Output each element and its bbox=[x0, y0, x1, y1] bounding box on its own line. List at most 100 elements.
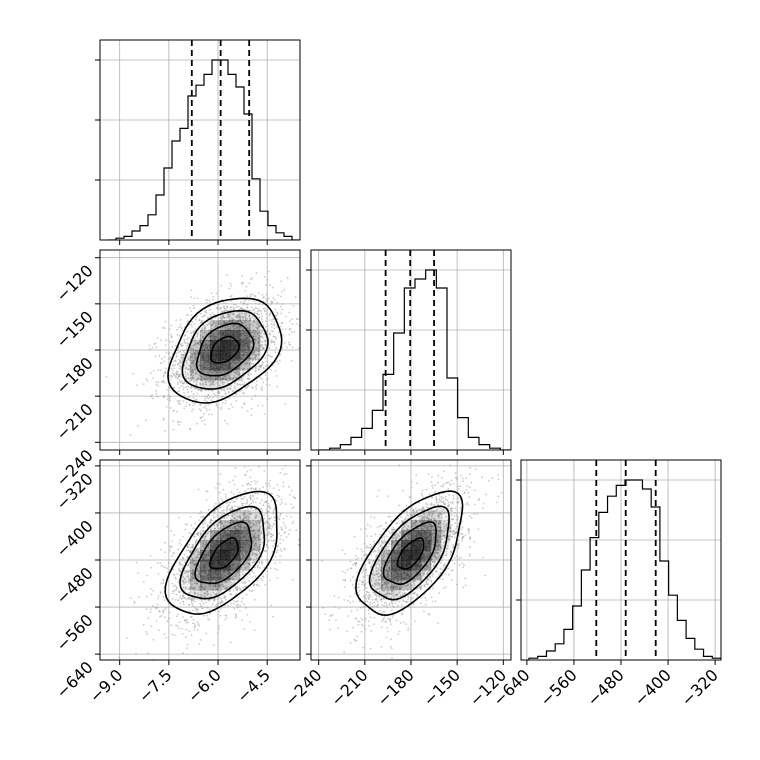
density-cell bbox=[190, 360, 201, 371]
density-cell bbox=[180, 580, 191, 591]
density-cell bbox=[411, 560, 422, 571]
x-tick-label: −6.0 bbox=[184, 665, 225, 706]
panel-frame bbox=[99, 459, 301, 661]
density-cell bbox=[200, 530, 211, 541]
density-cell bbox=[411, 580, 422, 591]
density-cell bbox=[401, 580, 412, 591]
density-cell bbox=[250, 330, 261, 341]
density-cell bbox=[421, 520, 432, 531]
contour-line bbox=[181, 309, 269, 390]
density-cell bbox=[210, 570, 221, 581]
density-cell bbox=[230, 530, 241, 541]
density-cell bbox=[200, 590, 211, 601]
y-tick-label: −560 bbox=[52, 610, 97, 655]
density-cell bbox=[240, 540, 251, 551]
density-cell bbox=[220, 520, 231, 531]
density-cell bbox=[190, 590, 201, 601]
density-cell bbox=[190, 330, 201, 341]
density-cell bbox=[220, 550, 231, 561]
density-cell bbox=[220, 330, 231, 341]
density-cell bbox=[180, 570, 191, 581]
density-cell bbox=[190, 550, 201, 561]
density-cell bbox=[190, 380, 201, 391]
density-cell bbox=[210, 580, 221, 591]
density-cell bbox=[401, 520, 412, 531]
density-cell bbox=[200, 380, 211, 391]
density-layer bbox=[118, 460, 300, 660]
density-cell bbox=[421, 560, 432, 571]
density-cell bbox=[391, 590, 402, 601]
density-cell bbox=[441, 530, 452, 541]
density-panel-2: −240 −210 −180 −150 −120 bbox=[281, 459, 512, 710]
density-cell bbox=[391, 560, 402, 571]
density-cell bbox=[250, 340, 261, 351]
histogram-step bbox=[108, 59, 300, 240]
density-cell bbox=[240, 560, 251, 571]
density-cell bbox=[230, 330, 241, 341]
density-cell bbox=[401, 540, 412, 551]
contour-line bbox=[194, 521, 253, 585]
density-cell bbox=[441, 510, 452, 521]
density-cell bbox=[220, 360, 231, 371]
density-cell bbox=[220, 560, 231, 571]
x-tick-label: −480 bbox=[583, 665, 628, 710]
density-cell bbox=[210, 540, 221, 551]
contour-line bbox=[355, 490, 464, 617]
density-cell bbox=[421, 550, 432, 561]
density-cell bbox=[220, 310, 231, 321]
density-cell bbox=[250, 350, 261, 361]
density-cell bbox=[421, 530, 432, 541]
density-cell bbox=[240, 330, 251, 341]
density-cell bbox=[210, 380, 221, 391]
contour-line bbox=[368, 505, 450, 601]
density-cell bbox=[190, 350, 201, 361]
density-panel-0: −240−210−180−150−120 bbox=[52, 249, 301, 490]
density-cell bbox=[210, 360, 221, 371]
contour-line bbox=[195, 322, 255, 377]
contour-line bbox=[164, 490, 278, 615]
density-cell bbox=[200, 570, 211, 581]
density-cell bbox=[250, 540, 261, 551]
density-cell bbox=[401, 570, 412, 581]
y-tick-label: −210 bbox=[52, 400, 97, 445]
contour-line bbox=[209, 335, 240, 364]
density-cell bbox=[200, 340, 211, 351]
density-cell bbox=[180, 350, 191, 361]
density-cell bbox=[421, 540, 432, 551]
x-tick-label: −560 bbox=[536, 665, 581, 710]
contour-line bbox=[179, 505, 266, 600]
density-cell bbox=[411, 550, 422, 561]
density-cell bbox=[230, 520, 241, 531]
y-tick-label: −120 bbox=[52, 261, 97, 306]
x-tick-label: −400 bbox=[630, 665, 675, 710]
density-cell bbox=[240, 310, 251, 321]
histogram-step bbox=[319, 269, 511, 450]
density-cell bbox=[250, 520, 261, 531]
density-cell bbox=[421, 570, 432, 581]
density-cell bbox=[431, 520, 442, 531]
density-cell bbox=[441, 520, 452, 531]
density-cell bbox=[210, 550, 221, 561]
x-tick-label: −320 bbox=[677, 665, 722, 710]
density-cell bbox=[200, 320, 211, 331]
density-cell bbox=[230, 310, 241, 321]
density-cell bbox=[200, 580, 211, 591]
density-cell bbox=[401, 560, 412, 571]
x-tick-label: −150 bbox=[419, 665, 464, 710]
density-cell bbox=[240, 550, 251, 561]
density-cell bbox=[200, 560, 211, 571]
panel-frame bbox=[310, 249, 512, 451]
panel-frame bbox=[99, 39, 301, 241]
density-cell bbox=[381, 560, 392, 571]
y-tick-label: −480 bbox=[52, 563, 97, 608]
density-cell bbox=[190, 370, 201, 381]
density-cell bbox=[230, 370, 241, 381]
density-cell bbox=[230, 560, 241, 571]
density-cell bbox=[240, 340, 251, 351]
density-cell bbox=[250, 550, 261, 561]
density-cell bbox=[250, 530, 261, 541]
density-cell bbox=[180, 360, 191, 371]
histogram-panel-0 bbox=[95, 39, 301, 245]
panel-frame bbox=[520, 459, 722, 661]
